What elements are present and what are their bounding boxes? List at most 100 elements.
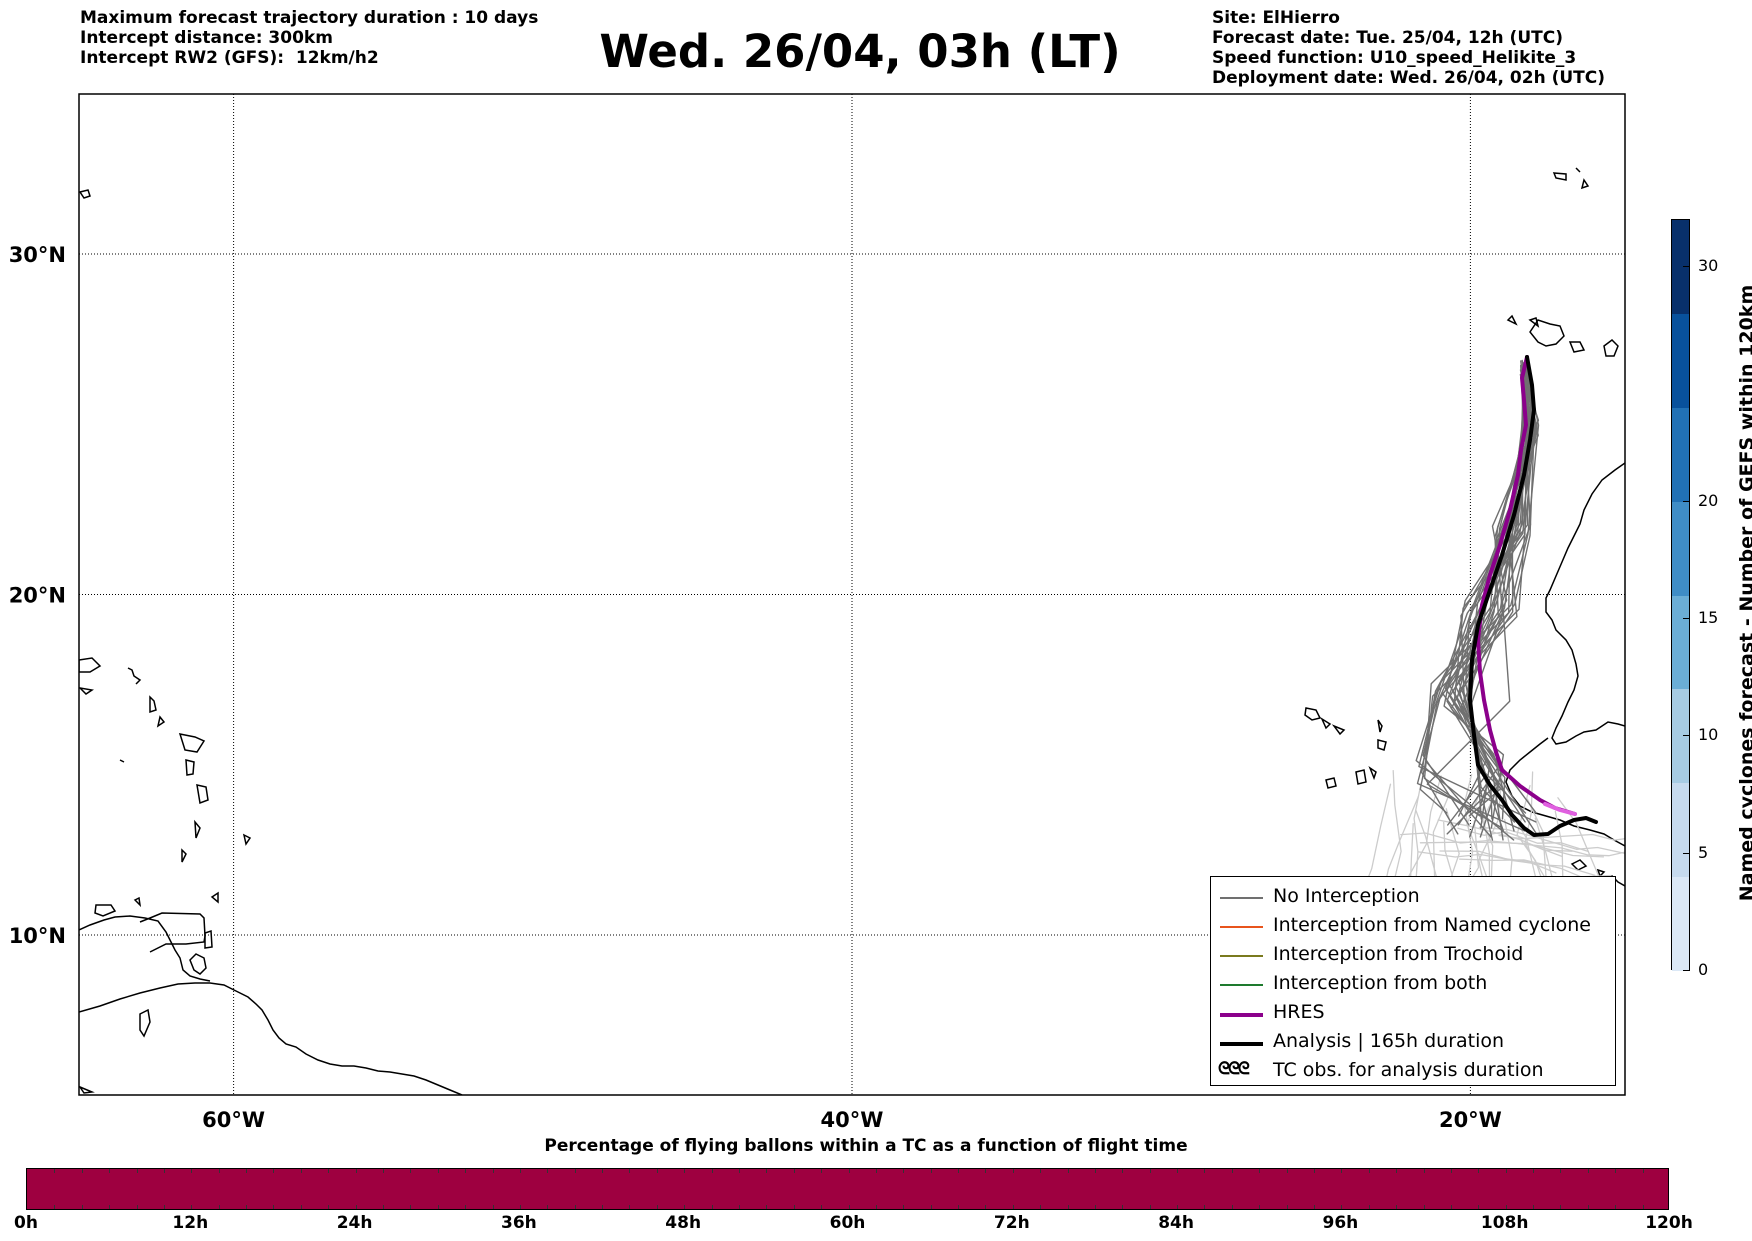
ensemble-track	[1443, 368, 1525, 829]
colorbar-tick-label: 20	[1698, 490, 1719, 510]
flight-time-tick-mark	[1231, 1205, 1233, 1209]
colorbar-tick-mark	[1683, 265, 1690, 267]
flight-time-tick-mark	[1067, 1205, 1069, 1209]
flight-time-tick-mark	[191, 1169, 193, 1173]
flight-time-tick-mark	[109, 1205, 111, 1209]
flight-time-tick-mark	[246, 1205, 248, 1209]
coast-madeira-c	[1580, 178, 1590, 190]
main-title: Wed. 26/04, 03h (LT)	[599, 25, 1121, 78]
flight-time-tick-mark	[218, 1205, 220, 1209]
flight-time-tick-mark	[1560, 1169, 1562, 1173]
flight-time-tick-label: 96h	[1322, 1213, 1359, 1233]
legend-swatch	[1220, 926, 1263, 928]
legend-swatch	[1220, 1013, 1263, 1017]
flight-time-tick-mark	[547, 1169, 549, 1173]
legend-item: No Interception	[1211, 883, 1615, 912]
lon-tick-label: 20°W	[1439, 1108, 1502, 1132]
forecast-date-text: Forecast date: Tue. 25/04, 12h (UTC)	[1212, 28, 1563, 48]
flight-time-tick-mark	[1341, 1205, 1343, 1209]
coast-cape-verde-h	[1368, 766, 1377, 781]
flight-time-tick-mark	[1560, 1205, 1562, 1209]
flight-time-tick-mark	[1177, 1169, 1179, 1173]
analysis-track	[1468, 355, 1598, 837]
flight-time-colorbar-title: Percentage of flying ballons within a TC…	[544, 1136, 1188, 1156]
colorbar-tick-label: 10	[1698, 725, 1719, 745]
hres-track	[1476, 355, 1529, 772]
flight-time-tick-mark	[1286, 1205, 1288, 1209]
flight-time-tick-mark	[1396, 1205, 1398, 1209]
coast-island-b	[94, 904, 117, 917]
colorbar-tick-mark	[1683, 500, 1690, 502]
ensemble-track	[1450, 368, 1540, 814]
coast-island-d	[210, 891, 219, 904]
colorbar-named-cyclones-label: Named cyclones forecast - Number of GEFS…	[1736, 284, 1752, 902]
legend-label: Interception from both	[1273, 972, 1488, 994]
faded-track	[1457, 827, 1590, 853]
flight-time-tick-mark	[629, 1205, 631, 1209]
flight-time-tick-label: 72h	[993, 1213, 1030, 1233]
flight-time-tick-label: 60h	[829, 1213, 866, 1233]
legend-label: Interception from Named cyclone	[1273, 914, 1591, 936]
flight-time-tick-mark	[1505, 1205, 1507, 1209]
flight-time-fill	[27, 1169, 1668, 1209]
flight-time-tick-mark	[985, 1205, 987, 1209]
coast-canary-b	[1568, 341, 1586, 353]
map-frame	[78, 93, 1626, 1096]
flight-time-tick-mark	[793, 1205, 795, 1209]
flight-time-tick-mark	[81, 1205, 83, 1209]
flight-time-tick-mark	[1478, 1169, 1480, 1173]
flight-time-tick-mark	[519, 1205, 521, 1209]
legend-label: Analysis | 165h duration	[1273, 1030, 1505, 1052]
flight-time-tick-mark	[684, 1169, 686, 1173]
coast-cape-verde-a	[1304, 707, 1322, 721]
flight-time-tick-mark	[1450, 1169, 1452, 1173]
flight-time-tick-mark	[1122, 1205, 1124, 1209]
intercept-distance-text: Intercept distance: 300km	[80, 28, 333, 48]
legend-swatch	[1220, 984, 1263, 986]
flight-time-tick-mark	[300, 1169, 302, 1173]
flight-time-tick-mark	[1149, 1205, 1151, 1209]
flight-time-tick-mark	[1642, 1205, 1644, 1209]
flight-time-tick-mark	[1259, 1169, 1261, 1173]
flight-time-tick-mark	[191, 1205, 193, 1209]
coast-canary-d	[1528, 317, 1540, 328]
colorbar-segment	[1672, 783, 1689, 878]
coast-south-america	[79, 982, 463, 1095]
flight-time-tick-mark	[1423, 1169, 1425, 1173]
flight-time-tick-mark	[711, 1169, 713, 1173]
faded-track	[1400, 832, 1563, 858]
coast-island-f	[79, 657, 102, 673]
flight-time-tick-mark	[1040, 1205, 1042, 1209]
coast-island-j	[156, 715, 166, 728]
coast-island-l	[185, 759, 195, 776]
coast-cape-verde-e	[1377, 739, 1387, 751]
coast-madeira-b	[1575, 167, 1581, 173]
colorbar-segment	[1672, 407, 1689, 502]
flight-time-tick-mark	[1204, 1205, 1206, 1209]
lat-tick-label: 10°N	[9, 924, 66, 948]
flight-time-tick-mark	[875, 1169, 877, 1173]
flight-time-tick-mark	[163, 1169, 165, 1173]
lat-tick-label: 30°N	[9, 243, 66, 267]
flight-time-tick-mark	[602, 1169, 604, 1173]
coast-west-africa	[1545, 462, 1625, 745]
colorbar-segment	[1672, 220, 1689, 314]
legend-swatch	[1220, 897, 1263, 899]
flight-time-tick-mark	[903, 1205, 905, 1209]
colorbar-tick-label: 15	[1698, 607, 1719, 627]
coast-island-i	[149, 695, 157, 714]
flight-time-tick-mark	[410, 1169, 412, 1173]
legend-item: Interception from Trochoid	[1211, 941, 1615, 970]
coast-cape-verde-g	[1355, 769, 1367, 785]
colorbar-tick-mark	[1683, 735, 1690, 737]
flight-time-tick-mark	[875, 1205, 877, 1209]
flight-time-tick-mark	[1094, 1205, 1096, 1209]
flight-time-tick-mark	[492, 1169, 494, 1173]
flight-time-tick-mark	[410, 1205, 412, 1209]
legend-label: No Interception	[1273, 885, 1420, 907]
flight-time-tick-mark	[382, 1169, 384, 1173]
flight-time-tick-mark	[1259, 1205, 1261, 1209]
lon-tick-label: 40°W	[821, 1108, 884, 1132]
coast-cape-verde-b	[1320, 717, 1332, 730]
flight-time-tick-mark	[738, 1205, 740, 1209]
